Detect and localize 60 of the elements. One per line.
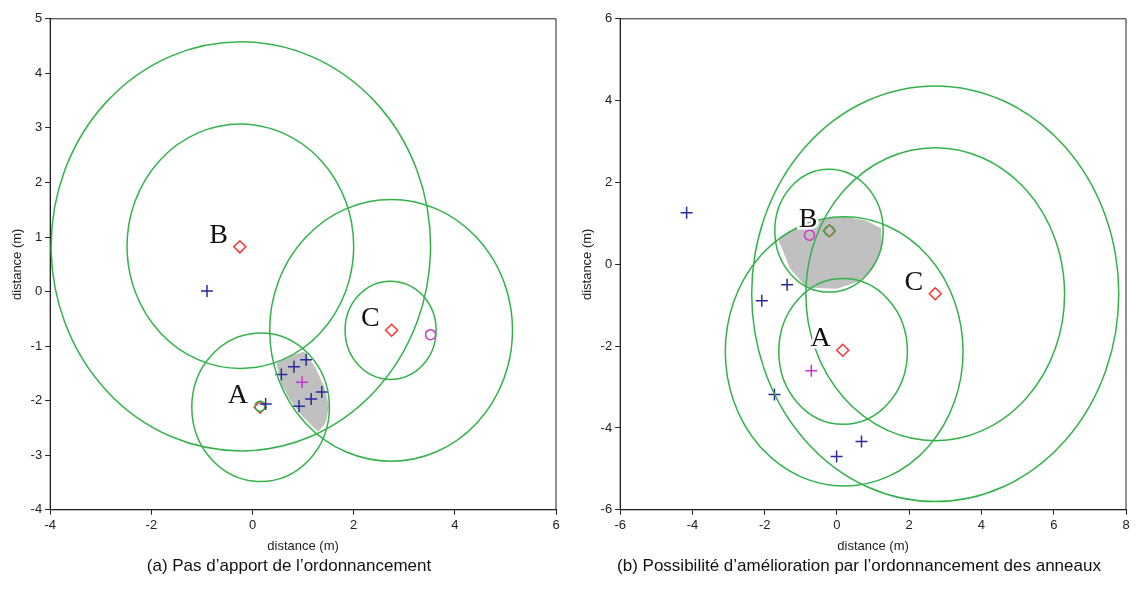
point: [829, 449, 844, 464]
y-tick-label: 3: [34, 119, 43, 135]
y-tick-label: 2: [604, 174, 613, 190]
point: [200, 284, 214, 298]
point: [274, 367, 289, 382]
point: [299, 353, 313, 367]
point: [287, 360, 301, 374]
y-tick-label: 4: [604, 92, 613, 108]
point: [767, 387, 782, 402]
point: [835, 343, 850, 357]
x-tick-label: 4: [977, 517, 986, 533]
text: (b) Possibilité d’amélioration par l’ordonnancement des anneaux: [616, 556, 1102, 576]
x-tick-label: -6: [614, 517, 626, 533]
y-tick-label: -2: [600, 337, 613, 353]
point: [304, 392, 318, 406]
point: [679, 206, 694, 220]
annotation: C: [360, 301, 380, 333]
y-tick-label: -6: [600, 501, 613, 517]
annotation: C: [904, 264, 924, 296]
point: [780, 278, 794, 292]
x-tick-label: 2: [905, 517, 913, 533]
y-tick-label: 4: [34, 64, 43, 80]
x-tick-label: 2: [350, 517, 358, 533]
annotation: B: [209, 217, 228, 249]
y-tick-label: -3: [30, 446, 43, 462]
point: [315, 385, 329, 399]
x-axis-title: distance (m): [837, 537, 909, 553]
x-tick-label: 4: [451, 517, 459, 533]
text: (a) Pas d’apport de l’ordonnancement: [145, 556, 433, 576]
point: [258, 397, 273, 411]
point: [755, 293, 769, 308]
y-tick-label: -4: [30, 501, 43, 517]
point: [928, 287, 942, 301]
annotation: A: [227, 378, 249, 410]
y-tick-label: 0: [34, 283, 43, 299]
y-axis-title: distance (m): [9, 228, 25, 301]
x-axis-title: distance (m): [267, 537, 339, 553]
x-tick-label: -4: [686, 517, 699, 533]
y-tick-label: 1: [34, 228, 43, 244]
point: [854, 434, 869, 449]
point: [295, 375, 309, 389]
y-tick-label: 0: [604, 255, 613, 271]
x-tick-label: -2: [145, 517, 158, 533]
point: [804, 363, 819, 378]
y-tick-label: 6: [604, 10, 613, 26]
x-tick-label: -2: [758, 517, 771, 533]
y-tick-label: -2: [30, 392, 43, 408]
x-tick-label: 0: [833, 517, 841, 533]
x-tick-label: 8: [1122, 517, 1130, 533]
y-tick-label: -4: [600, 419, 613, 435]
x-tick-label: 6: [552, 517, 560, 533]
x-tick-label: 6: [1050, 517, 1058, 533]
x-tick-label: -4: [44, 517, 56, 533]
y-tick-label: 5: [34, 10, 43, 26]
y-tick-label: -1: [30, 337, 43, 353]
y-axis-title: distance (m): [579, 228, 595, 301]
point: [424, 328, 437, 341]
point: [292, 399, 306, 413]
y-tick-label: 2: [34, 174, 43, 190]
x-tick-label: 0: [248, 517, 257, 533]
